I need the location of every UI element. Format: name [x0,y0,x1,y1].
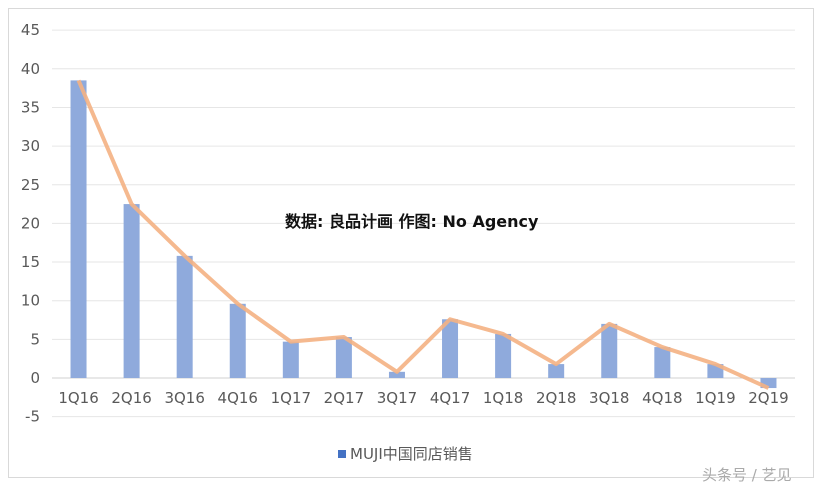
x-tick-label: 1Q16 [58,389,98,407]
x-tick-label: 4Q16 [218,389,258,407]
y-tick-label: 45 [21,21,40,39]
legend-label: MUJI中国同店销售 [350,445,473,463]
x-tick-label: 1Q18 [483,389,523,407]
y-tick-label: 40 [21,60,40,78]
y-tick-label: -5 [25,408,40,426]
bar [548,364,565,378]
y-tick-label: 15 [21,253,40,271]
x-tick-label: 1Q17 [271,389,311,407]
bar [760,378,777,389]
x-tick-label: 3Q17 [377,389,417,407]
legend: MUJI中国同店销售 [338,443,473,464]
watermark: 头条号 / 艺见 [702,466,792,484]
bar [495,333,512,378]
x-tick-label: 3Q16 [164,389,204,407]
bar [654,347,671,378]
y-tick-label: 35 [21,98,40,116]
bar [70,80,87,379]
x-tick-label: 3Q18 [589,389,629,407]
bar [442,319,459,378]
x-tick-label: 4Q17 [430,389,470,407]
x-tick-label: 2Q18 [536,389,576,407]
bar [176,255,193,378]
y-tick-label: 30 [21,137,40,155]
series-line [76,79,770,390]
y-tick-label: 5 [30,330,40,348]
x-tick-label: 4Q18 [642,389,682,407]
y-tick-label: 20 [21,214,40,232]
y-tick-label: 25 [21,176,40,194]
chart-frame [8,8,814,478]
bar [601,323,618,378]
x-tick-label: 1Q19 [695,389,735,407]
legend-swatch [338,449,346,458]
bar [123,204,140,378]
bar [388,371,405,378]
y-tick-label: 10 [21,292,40,310]
bar [282,341,299,378]
x-tick-label: 2Q17 [324,389,364,407]
x-tick-label: 2Q16 [111,389,151,407]
x-tick-label: 2Q19 [748,389,788,407]
bar [229,303,246,378]
y-tick-label: 0 [30,369,40,387]
chart-annotation: 数据: 良品计画 作图: No Agency [285,212,539,231]
bar [335,337,352,378]
